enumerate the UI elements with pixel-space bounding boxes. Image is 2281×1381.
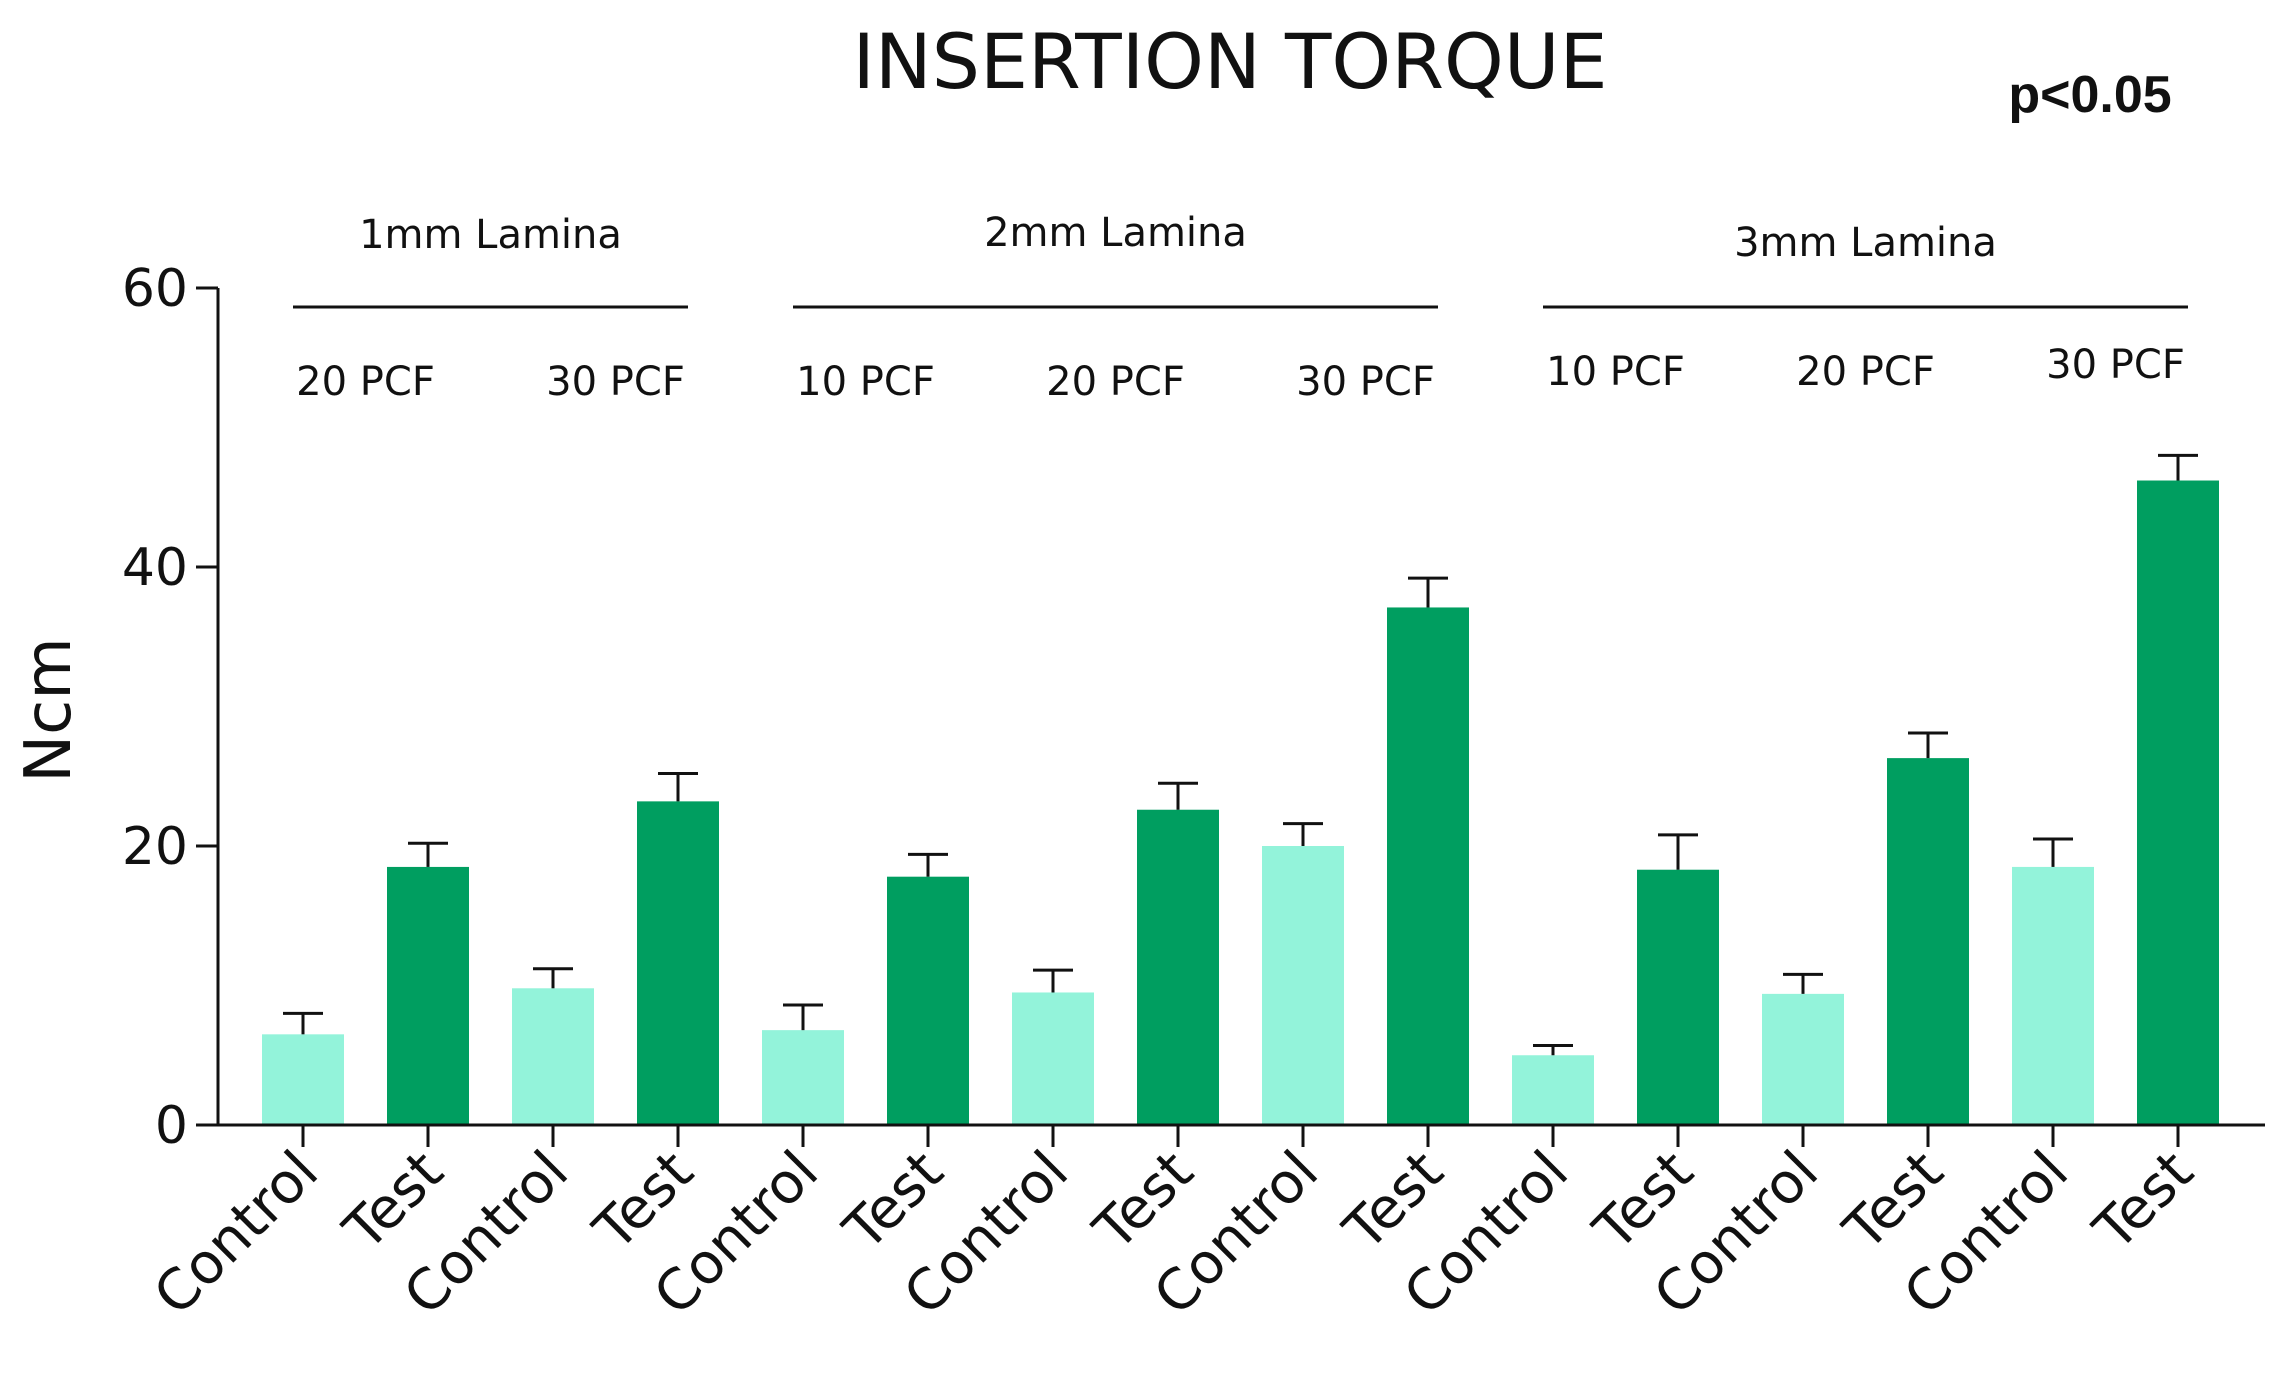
bar-5-test: [887, 876, 969, 1125]
bar-7-test: [1137, 809, 1219, 1125]
bar-15-test: [2137, 480, 2219, 1125]
bar-2-control: [512, 988, 594, 1125]
chart-title: INSERTION TORQUE: [853, 17, 1608, 106]
bar-11-test: [1637, 869, 1719, 1125]
y-tick-label-60: 60: [122, 259, 188, 319]
group-label-0: 1mm Lamina: [359, 212, 622, 258]
bar-0-control: [262, 1034, 344, 1125]
x-label-15-test: Test: [2081, 1139, 2206, 1264]
bar-8-control: [1262, 846, 1344, 1125]
bar-12-control: [1762, 993, 1844, 1125]
group-label-2: 3mm Lamina: [1734, 220, 1997, 266]
y-tick-label-20: 20: [122, 817, 188, 877]
bars: [262, 453, 2219, 1125]
y-axis-label: Ncm: [12, 637, 86, 782]
significance-annotation: p<0.05: [2008, 66, 2171, 124]
bar-3-test: [637, 801, 719, 1125]
bar-4-control: [762, 1030, 844, 1125]
bar-6-control: [1012, 992, 1094, 1125]
subgroup-label-0: 20 PCF: [296, 359, 435, 405]
y-tick-label-40: 40: [122, 538, 188, 598]
subgroup-label-7: 30 PCF: [2046, 342, 2185, 388]
subgroup-label-4: 30 PCF: [1296, 359, 1435, 405]
bar-14-control: [2012, 866, 2094, 1125]
bar-10-control: [1512, 1055, 1594, 1125]
axes: [196, 286, 2265, 1147]
y-tick-label-0: 0: [155, 1096, 188, 1156]
subgroup-label-3: 20 PCF: [1046, 359, 1185, 405]
subgroup-label-6: 20 PCF: [1796, 349, 1935, 395]
group-label-1: 2mm Lamina: [984, 210, 1247, 256]
bar-13-test: [1887, 758, 1969, 1125]
bar-9-test: [1387, 607, 1469, 1125]
bar-1-test: [387, 866, 469, 1125]
subgroup-label-5: 10 PCF: [1546, 349, 1685, 395]
subgroup-label-2: 10 PCF: [796, 359, 935, 405]
subgroup-label-1: 30 PCF: [546, 359, 685, 405]
x-label-0-control: Control: [142, 1139, 331, 1328]
